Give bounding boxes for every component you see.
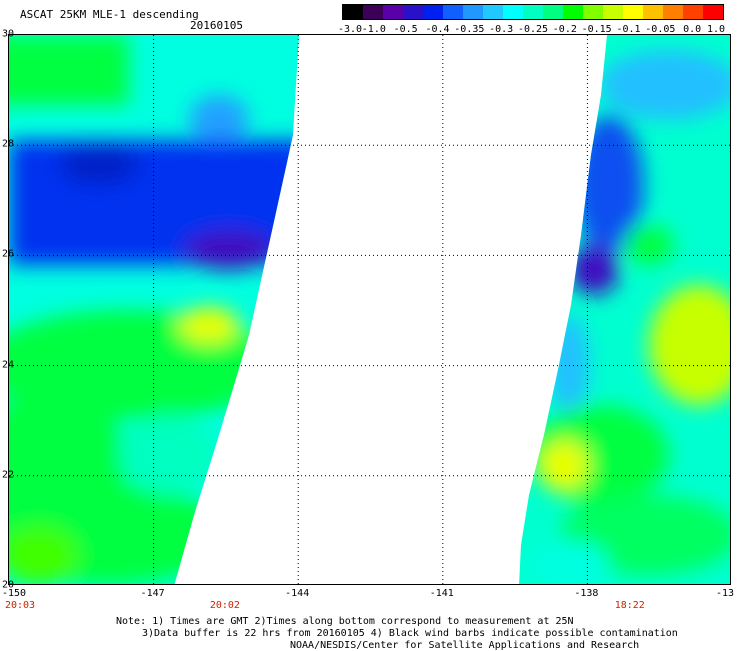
colorbar-swatch xyxy=(383,5,403,19)
map-gridlines xyxy=(9,35,730,584)
colorbar-label: -0.2 xyxy=(552,24,577,35)
map-date: 20160105 xyxy=(190,19,243,32)
time-label: 18:22 xyxy=(614,600,645,611)
colorbar-label: -0.5 xyxy=(393,24,418,35)
colorbar-label: -0.15 xyxy=(581,24,612,35)
colorbar-swatch xyxy=(683,5,703,19)
wind-swath-map xyxy=(9,35,730,584)
colorbar xyxy=(342,4,724,20)
colorbar-label: 0.0 xyxy=(683,24,702,35)
colorbar-label: -3.0 xyxy=(337,24,363,35)
longitude-label: -138 xyxy=(574,588,599,599)
colorbar-swatch xyxy=(423,5,443,19)
left-swath xyxy=(9,35,299,584)
longitude-label: -141 xyxy=(429,588,454,599)
note-line-1: Note: 1) Times are GMT 2)Times along bot… xyxy=(116,616,574,627)
colorbar-swatch xyxy=(343,5,363,19)
colorbar-label: -0.4 xyxy=(425,24,450,35)
colorbar-swatch xyxy=(603,5,623,19)
colorbar-swatch xyxy=(583,5,603,19)
colorbar-swatch xyxy=(543,5,563,19)
colorbar-swatch xyxy=(563,5,583,19)
longitude-label: -150 xyxy=(1,588,27,599)
latitude-label: 30 xyxy=(2,28,15,40)
colorbar-swatch xyxy=(703,5,723,19)
latitude-label: 22 xyxy=(2,469,15,481)
latitude-label: 20 xyxy=(2,579,15,591)
time-label: 20:03 xyxy=(4,600,36,611)
colorbar-swatch xyxy=(523,5,543,19)
colorbar-swatch xyxy=(483,5,503,19)
map-title: ASCAT 25KM MLE-1 descending xyxy=(20,8,199,21)
latitude-label: 28 xyxy=(2,138,15,150)
colorbar-swatch xyxy=(403,5,423,19)
latitude-label: 24 xyxy=(2,359,15,371)
colorbar-swatch xyxy=(663,5,683,19)
colorbar-swatch xyxy=(503,5,523,19)
colorbar-swatch xyxy=(643,5,663,19)
map-plot xyxy=(8,34,731,585)
colorbar-swatch xyxy=(623,5,643,19)
longitude-label: -147 xyxy=(140,588,165,599)
colorbar-label: -0.25 xyxy=(517,24,549,35)
colorbar-label: -0.3 xyxy=(489,24,514,35)
colorbar-label: -0.1 xyxy=(616,24,641,35)
latitude-label: 26 xyxy=(2,248,15,260)
colorbar-swatch xyxy=(363,5,383,19)
note-line-2: 3)Data buffer is 22 hrs from 20160105 4)… xyxy=(142,628,678,639)
colorbar-label: -0.05 xyxy=(645,24,676,35)
longitude-label: -144 xyxy=(285,588,310,599)
note-line-3: NOAA/NESDIS/Center for Satellite Applica… xyxy=(290,640,640,651)
time-label: 20:02 xyxy=(209,600,240,611)
colorbar-label: -1.0 xyxy=(361,24,386,35)
colorbar-swatch xyxy=(463,5,483,19)
longitude-label: -13 xyxy=(715,588,735,599)
colorbar-label: -0.35 xyxy=(454,24,485,35)
colorbar-swatch xyxy=(443,5,463,19)
colorbar-label: 1.0 xyxy=(706,24,726,35)
right-swath xyxy=(519,35,730,584)
